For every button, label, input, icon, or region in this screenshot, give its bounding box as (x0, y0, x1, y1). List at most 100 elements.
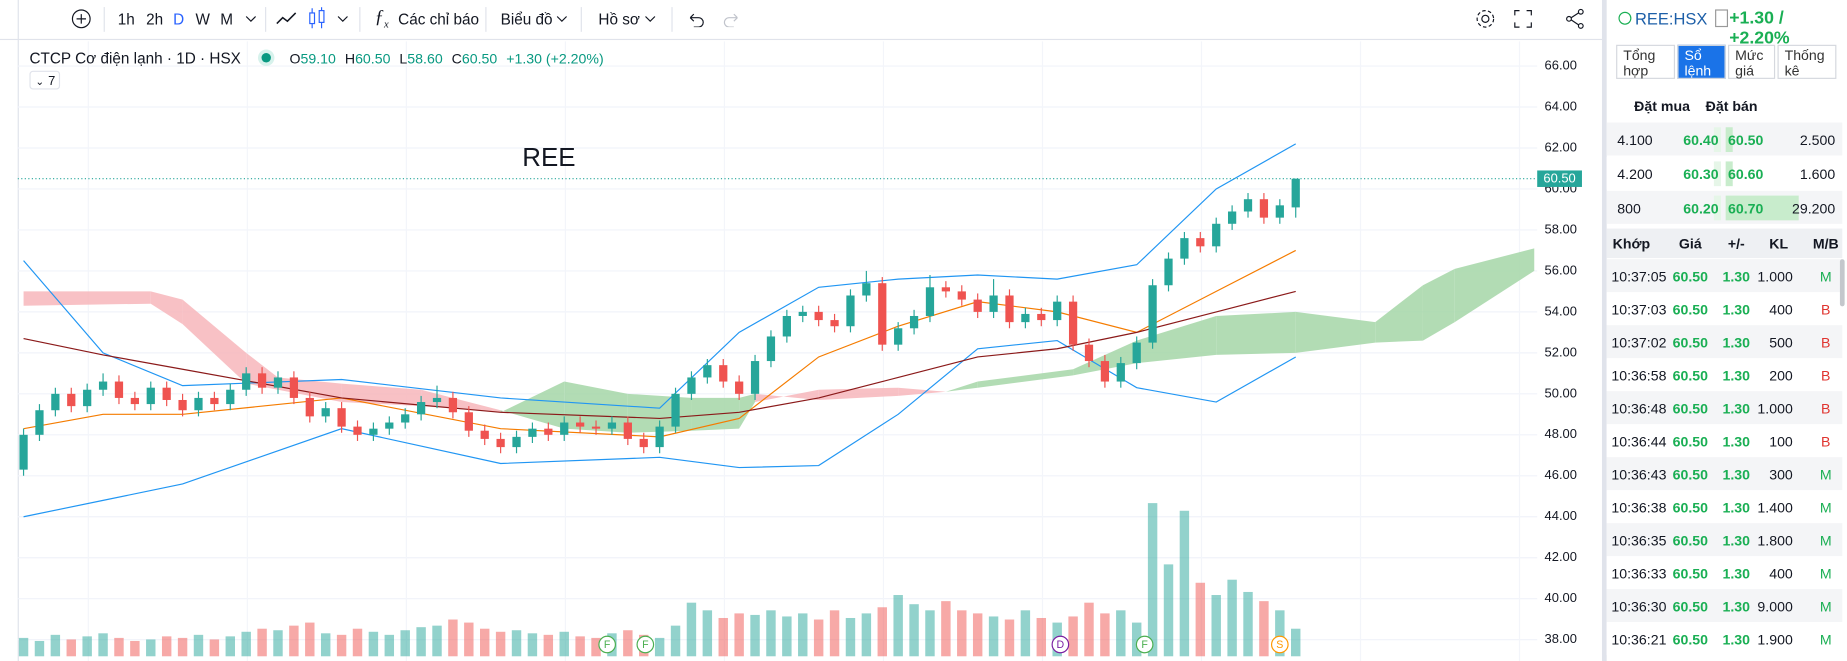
undo-icon[interactable] (686, 11, 705, 28)
volume-bar (34, 640, 45, 657)
toolbar: ƒx Các chỉ báo Biểu đồ Hồ sơ 1h 2h D W M (0, 0, 1602, 41)
volume-bar (718, 617, 728, 657)
volume-bar (1179, 510, 1190, 657)
volume-bar (686, 602, 697, 657)
status-dot (261, 53, 272, 63)
volume-bar (766, 610, 776, 657)
trade-row (1606, 490, 1843, 524)
volume-bar (750, 614, 760, 657)
chevron[interactable] (644, 14, 656, 23)
chart-type-menu[interactable]: Biểu đồ (500, 10, 553, 29)
candle-body (416, 402, 426, 415)
trade-side: M (1819, 268, 1832, 286)
trade-row (1606, 292, 1843, 326)
close-value: 60.50 (461, 50, 498, 68)
trade-volume: 1.000 (1757, 400, 1793, 418)
interval-button[interactable]: W (195, 10, 211, 29)
volume-bar (670, 625, 681, 657)
interval-button[interactable]: 2h (146, 10, 164, 29)
trade-volume: 1.000 (1757, 268, 1793, 286)
candle-body (369, 428, 378, 435)
panel-tab[interactable]: Sổ lệnh (1677, 44, 1726, 79)
volume-bar (623, 630, 633, 657)
trade-volume: 400 (1769, 301, 1793, 319)
volume-bar (1131, 622, 1142, 657)
volume-bar (575, 636, 585, 657)
collapse-button[interactable]: ⌄ 7 (29, 70, 61, 90)
trade-volume: 9.000 (1757, 598, 1793, 616)
y-tick-label: 44.00 (1545, 508, 1577, 523)
separator (671, 7, 673, 32)
ichimoku-cloud (977, 369, 1074, 388)
panel-tab[interactable]: Mức giá (1728, 44, 1776, 79)
volume-bar (400, 630, 410, 657)
trade-time: 10:37:05 (1611, 268, 1667, 286)
ichimoku-cloud (1454, 248, 1535, 323)
volume-bar (1068, 616, 1078, 657)
candle-body (1132, 342, 1141, 364)
event-marker (636, 635, 655, 654)
chevron[interactable] (245, 14, 257, 23)
candle-body (655, 426, 664, 448)
trade-header: KL (1769, 235, 1789, 253)
candle-chart-icon[interactable] (307, 7, 326, 31)
candle-body (766, 336, 776, 362)
volume-bar (480, 628, 490, 657)
trade-time: 10:36:35 (1611, 532, 1667, 550)
volume-bar (1147, 503, 1158, 657)
volume-bar (416, 627, 426, 657)
chevron[interactable] (337, 14, 349, 23)
panel-symbol[interactable]: REE:HSX (1634, 9, 1708, 29)
redo-icon[interactable] (723, 11, 742, 28)
volume-bar (448, 619, 458, 657)
ask-bar (1725, 161, 1733, 187)
trade-change: 1.30 (1722, 532, 1751, 550)
low-label: L (399, 50, 408, 68)
chevron[interactable] (556, 14, 568, 23)
trade-header: M/B (1812, 235, 1839, 253)
line-chart-icon[interactable] (276, 9, 297, 28)
candle-body (289, 377, 299, 398)
trade-change: 1.30 (1722, 433, 1751, 451)
volume-bar (702, 610, 713, 657)
candle-body (703, 365, 712, 378)
candle-body (337, 408, 346, 427)
panel-tab[interactable]: Thống kê (1777, 44, 1837, 79)
trade-price: 60.50 (1672, 268, 1709, 286)
volume-bar (161, 636, 172, 657)
scrollbar[interactable] (1839, 259, 1845, 307)
volume-bar (941, 601, 951, 657)
indicators-button[interactable]: Các chỉ báo (398, 10, 480, 29)
event-label: D (1057, 639, 1065, 651)
volume-bar (1084, 602, 1094, 657)
trade-change: 1.30 (1722, 334, 1751, 352)
interval-button[interactable]: 1h (117, 10, 135, 29)
settings-icon[interactable] (1475, 8, 1496, 29)
panel-tab[interactable]: Tổng hợp (1616, 44, 1676, 79)
candle-body (925, 287, 935, 316)
candle-body (814, 311, 823, 321)
trade-row (1606, 622, 1843, 656)
add-symbol-icon[interactable] (71, 8, 92, 29)
candle-body (1164, 258, 1173, 286)
fullscreen-icon[interactable] (1514, 9, 1533, 28)
candle-body (401, 414, 410, 423)
trade-volume: 300 (1769, 466, 1793, 484)
interval-button[interactable]: M (220, 10, 234, 29)
volume-bar (957, 610, 967, 657)
share-icon[interactable] (1564, 8, 1585, 29)
candle-body (1068, 301, 1078, 345)
candle-body (591, 426, 601, 429)
ichimoku-cloud (1295, 311, 1376, 353)
profile-menu[interactable]: Hồ sơ (598, 10, 640, 29)
volume-bar (1227, 579, 1237, 657)
interval-button[interactable]: D (173, 10, 185, 29)
trade-time: 10:36:21 (1611, 631, 1667, 649)
fx-icon[interactable]: ƒx (374, 7, 389, 30)
trade-header-row (1606, 228, 1843, 259)
y-tick-label: 62.00 (1545, 139, 1577, 154)
trade-time: 10:36:38 (1611, 499, 1667, 517)
volume-bar (146, 639, 156, 657)
volume-bar (130, 640, 140, 657)
candle-body (1212, 223, 1221, 247)
